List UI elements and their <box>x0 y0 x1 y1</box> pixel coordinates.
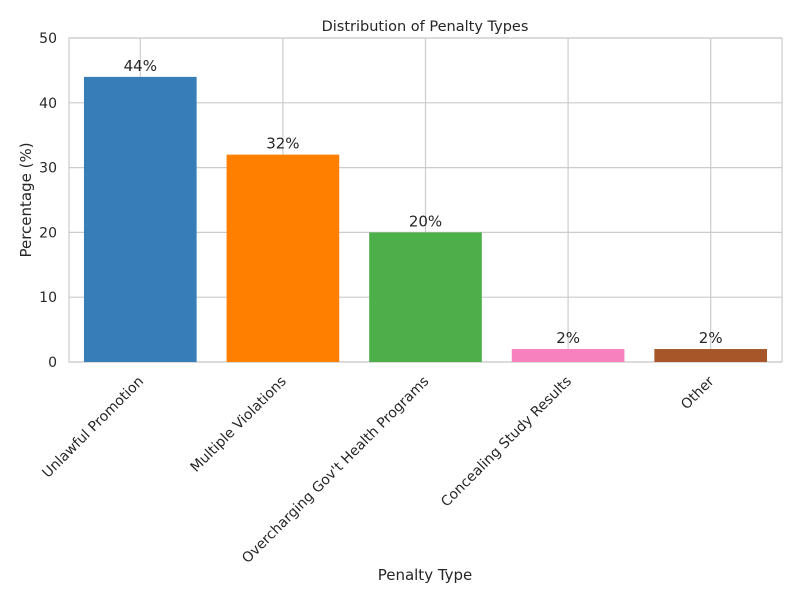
y-tick-label: 30 <box>39 161 57 177</box>
y-tick-label: 10 <box>39 290 57 306</box>
bars <box>83 76 768 362</box>
bar <box>654 349 768 362</box>
x-axis-title: Penalty Type <box>378 566 473 584</box>
bar <box>511 349 625 362</box>
bar-value-label: 2% <box>556 329 580 347</box>
y-tick-label: 0 <box>48 355 57 371</box>
y-tick-label: 50 <box>39 31 57 47</box>
y-tick-label: 20 <box>39 225 57 241</box>
bar-value-label: 32% <box>266 135 299 153</box>
bar-value-label: 2% <box>699 329 723 347</box>
y-axis-title: Percentage (%) <box>17 142 35 257</box>
bar <box>226 154 340 362</box>
bar-value-label: 20% <box>409 212 442 230</box>
chart-title: Distribution of Penalty Types <box>322 19 529 35</box>
bar <box>83 76 197 362</box>
y-axis-ticks: 0 10 20 30 40 50 <box>39 31 57 371</box>
y-tick-label: 40 <box>39 96 57 112</box>
data-labels: 44% 32% 20% 2% 2% <box>124 57 723 347</box>
bar <box>369 232 482 362</box>
bar-value-label: 44% <box>124 57 157 75</box>
